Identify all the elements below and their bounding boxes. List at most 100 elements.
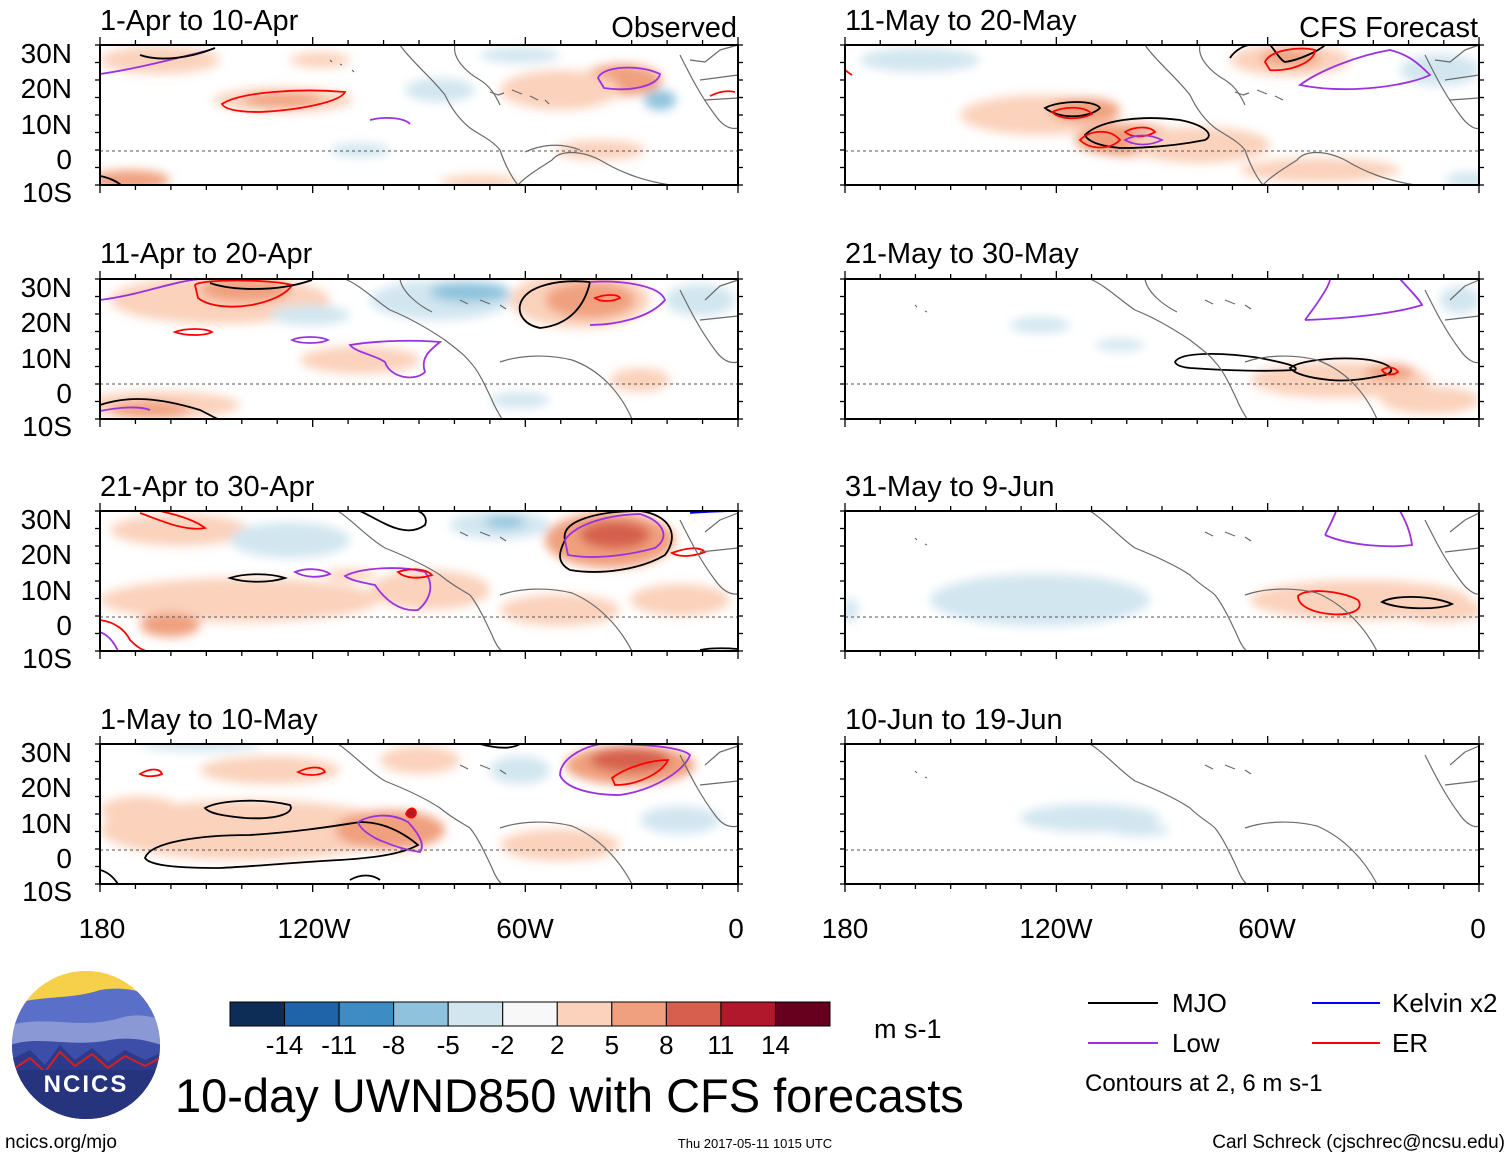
map-outline — [337, 510, 739, 652]
contours — [845, 45, 1432, 149]
ncics-logo: NCICS — [12, 971, 160, 1119]
anomaly-field — [100, 744, 720, 861]
lon-label: 0 — [1470, 913, 1486, 944]
contours — [100, 47, 736, 185]
lat-label: 0 — [56, 843, 72, 874]
lat-label: 20N — [21, 307, 72, 338]
lat-label: 10N — [21, 808, 72, 839]
panel-title: 21-May to 30-May — [845, 238, 1079, 270]
colorbar-swatch — [556, 1001, 613, 1027]
colorbar-swatch — [665, 1001, 722, 1027]
lat-label: 30N — [21, 504, 72, 535]
panel-title: 21-Apr to 30-Apr — [100, 471, 315, 503]
colorbar-tick-label: 14 — [761, 1030, 790, 1060]
colorbar-swatch — [393, 1001, 449, 1027]
colorbar-swatch — [229, 1001, 286, 1027]
lon-label: 120W — [277, 913, 351, 944]
lat-label: 10S — [22, 876, 72, 907]
lat-label: 30N — [21, 272, 72, 303]
lat-label: 0 — [56, 378, 72, 409]
legend-label-mjo: MJO — [1172, 988, 1227, 1018]
map-outline — [914, 278, 1480, 420]
colorbar-tick-label: -2 — [491, 1030, 514, 1060]
contours — [100, 511, 738, 651]
lat-label: 10N — [21, 575, 72, 606]
colorbar-swatch — [502, 1001, 558, 1027]
panel-forecast-4 — [840, 736, 1484, 892]
logo-text: NCICS — [44, 1071, 129, 1098]
panel-title: 1-Apr to 10-Apr — [100, 5, 299, 37]
colorbar-tick-label: -14 — [266, 1030, 304, 1060]
colorbar-tick-label: 5 — [605, 1030, 619, 1060]
lon-label: 180 — [79, 913, 126, 944]
colorbar-tick-label: 8 — [659, 1030, 673, 1060]
colorbar-swatch — [611, 1001, 667, 1027]
map-outline — [337, 743, 739, 885]
map-outline — [344, 278, 739, 420]
lat-label: 30N — [21, 737, 72, 768]
panel-forecast-2 — [840, 271, 1484, 427]
author-credit: Carl Schreck (cjschrec@ncsu.edu) — [1212, 1132, 1505, 1153]
colorbar-swatch — [720, 1001, 776, 1027]
contour-note: Contours at 2, 6 m s-1 — [1085, 1070, 1322, 1097]
colorbar-swatch — [774, 1001, 831, 1027]
lon-label: 60W — [496, 913, 554, 944]
lat-label: 10N — [21, 343, 72, 374]
legend-label-low: Low — [1172, 1028, 1220, 1058]
anomaly-field — [1020, 804, 1170, 836]
map-outline — [329, 44, 739, 186]
forecast-label: CFS Forecast — [1299, 12, 1478, 44]
lat-label: 0 — [56, 144, 72, 175]
colorbar-swatch — [338, 1001, 395, 1027]
legend-label-kelvin: Kelvin x2 — [1392, 988, 1498, 1018]
panel-frame — [844, 743, 1480, 885]
anomaly-field — [845, 574, 1479, 626]
figure-title: 10-day UWND850 with CFS forecasts — [175, 1069, 964, 1122]
panel-title: 10-Jun to 19-Jun — [845, 704, 1063, 736]
colorbar-tick-label: -5 — [437, 1030, 460, 1060]
lon-label: 180 — [822, 913, 869, 944]
legend: MJO Low Kelvin x2 ER Contours at 2, 6 m … — [1085, 988, 1498, 1097]
colorbar-swatch — [284, 1001, 340, 1027]
colorbar-tick-label: -11 — [321, 1030, 357, 1060]
lon-label: 60W — [1238, 913, 1296, 944]
website-link[interactable]: ncics.org/mjo — [5, 1132, 117, 1153]
map-outline — [1144, 44, 1480, 186]
panel-observed-1 — [95, 37, 743, 193]
colorbar-tick-label: -8 — [382, 1030, 405, 1060]
lat-label: 10N — [21, 109, 72, 140]
colorbar-tick-label: 11 — [707, 1030, 734, 1060]
legend-label-er: ER — [1392, 1028, 1428, 1058]
contours — [1174, 279, 1424, 382]
map-outline — [914, 743, 1480, 885]
colorbar: -14 -11 -8 -5 -2 2 5 8 11 14 — [229, 1001, 831, 1060]
timestamp: Thu 2017-05-11 1015 UTC — [678, 1136, 832, 1151]
colorbar-unit: m s-1 — [874, 1014, 942, 1044]
panel-title: 11-May to 20-May — [845, 5, 1077, 37]
lat-label: 20N — [21, 539, 72, 570]
panel-observed-4 — [95, 736, 743, 892]
panel-observed-2 — [95, 271, 743, 427]
lat-label: 20N — [21, 772, 72, 803]
latitude-labels: 30N20N10N010S30N20N10N010S30N20N10N010S3… — [21, 38, 72, 907]
lat-label: 10S — [22, 411, 72, 442]
lat-label: 10S — [22, 643, 72, 674]
lat-label: 0 — [56, 610, 72, 641]
anomaly-field — [860, 45, 1479, 185]
map-outline — [914, 510, 1480, 652]
lon-label: 120W — [1019, 913, 1093, 944]
colorbar-swatch — [447, 1001, 504, 1027]
panel-forecast-3 — [840, 503, 1484, 659]
lon-label: 0 — [728, 913, 744, 944]
panel-forecast-1 — [840, 37, 1484, 193]
anomaly-field — [100, 511, 730, 637]
panel-observed-3 — [95, 503, 743, 659]
panel-title: 11-Apr to 20-Apr — [100, 238, 313, 270]
observed-label: Observed — [611, 12, 737, 44]
contours — [100, 744, 692, 884]
colorbar-tick-label: 2 — [550, 1030, 564, 1060]
lat-label: 30N — [21, 38, 72, 69]
panel-title: 31-May to 9-Jun — [845, 471, 1055, 503]
contours — [1297, 511, 1455, 616]
